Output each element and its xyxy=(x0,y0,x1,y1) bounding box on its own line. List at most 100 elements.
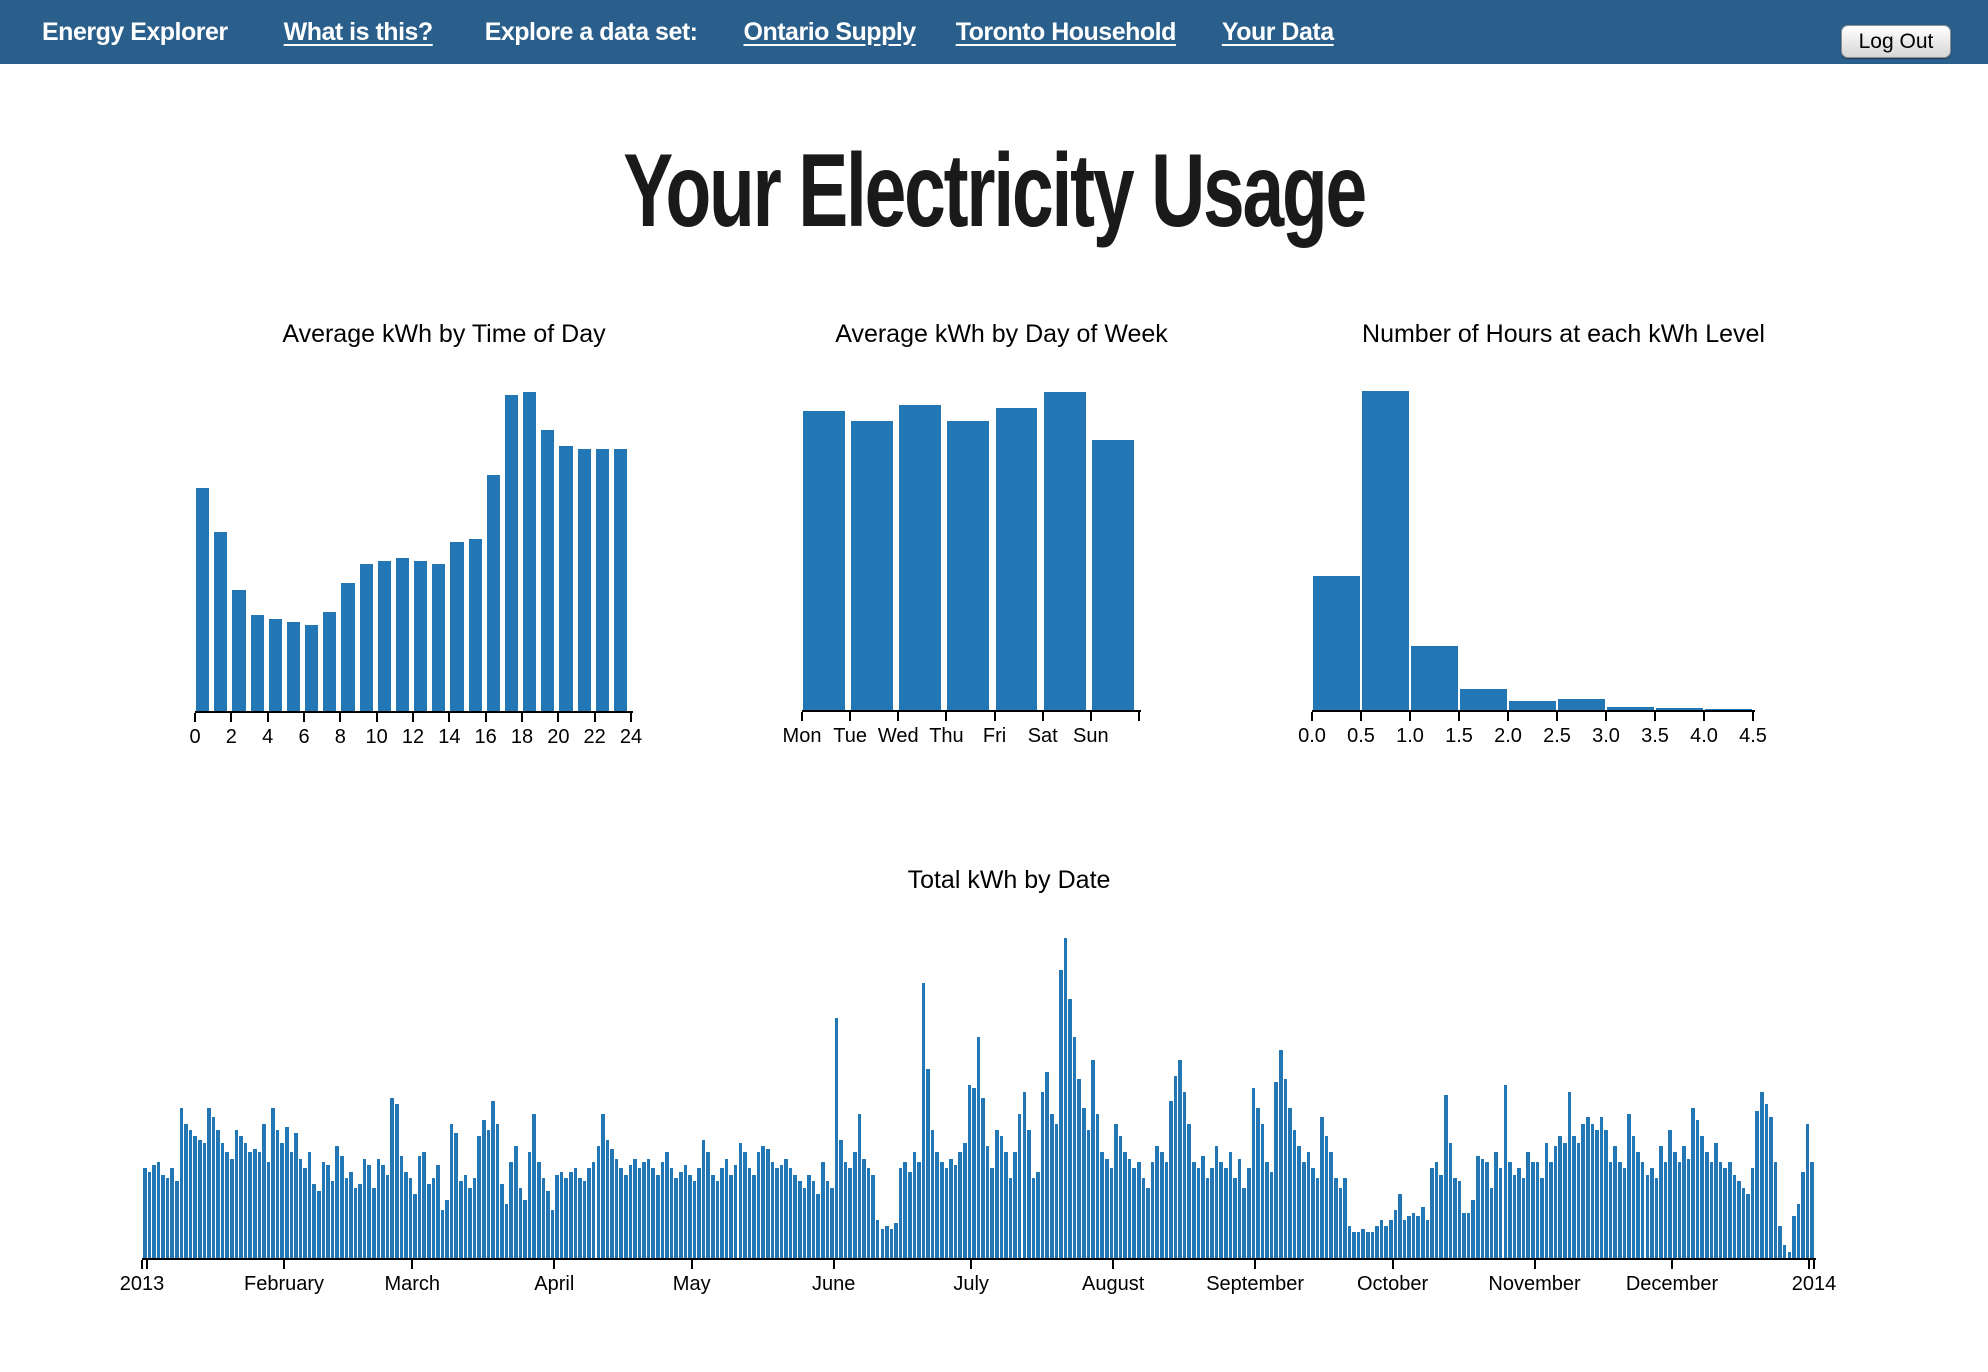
bar xyxy=(995,1130,999,1258)
bar xyxy=(271,1107,275,1258)
bar xyxy=(1347,1226,1352,1258)
bar xyxy=(697,1168,701,1258)
bar xyxy=(1361,1229,1366,1258)
bar xyxy=(559,1171,564,1258)
bar xyxy=(871,1174,875,1258)
bar xyxy=(958,1152,962,1258)
bar xyxy=(211,1117,216,1258)
bar xyxy=(962,1142,967,1258)
bar xyxy=(591,1162,596,1258)
bar xyxy=(1013,1152,1017,1258)
bar xyxy=(1091,1059,1095,1258)
bar xyxy=(1732,1174,1737,1258)
bar xyxy=(1022,1091,1027,1258)
axis-tick xyxy=(993,712,996,721)
bar xyxy=(1682,1146,1686,1258)
bar xyxy=(1205,1178,1210,1258)
bar xyxy=(305,624,319,711)
bar xyxy=(250,615,264,711)
bar xyxy=(518,1187,523,1258)
bar xyxy=(1636,1152,1640,1258)
bar xyxy=(569,1171,573,1258)
bar xyxy=(651,1168,656,1258)
bar xyxy=(1663,1162,1668,1258)
bar xyxy=(1370,1232,1375,1258)
logout-button[interactable]: Log Out xyxy=(1841,25,1951,58)
bar xyxy=(1530,1162,1535,1258)
bar xyxy=(486,474,500,711)
bar xyxy=(1279,1050,1283,1258)
bar xyxy=(999,1136,1004,1258)
bar xyxy=(188,1130,193,1258)
bar xyxy=(935,1152,940,1258)
bar xyxy=(1182,1091,1187,1258)
axis-tick xyxy=(1605,712,1607,721)
bar xyxy=(1196,1168,1201,1258)
axis-tick xyxy=(484,713,487,722)
bar xyxy=(1576,1142,1581,1258)
axis-tick xyxy=(553,1260,556,1269)
bar xyxy=(165,1178,170,1258)
bar xyxy=(175,1181,179,1258)
bar xyxy=(477,1136,481,1258)
axis-tick-label: 24 xyxy=(619,726,643,748)
bar xyxy=(1585,1117,1590,1258)
bar xyxy=(1301,1162,1306,1258)
bar xyxy=(546,1190,550,1258)
bar xyxy=(404,1171,408,1258)
bar xyxy=(1677,1162,1682,1258)
axis-tick xyxy=(1556,712,1558,721)
bar xyxy=(193,1136,197,1258)
bar xyxy=(848,1168,852,1258)
bar xyxy=(1072,1037,1077,1258)
bar xyxy=(1274,1082,1279,1258)
bar xyxy=(1769,1117,1773,1258)
bar xyxy=(1040,1091,1045,1258)
bar xyxy=(285,1126,289,1258)
bar xyxy=(1430,1168,1434,1258)
nav-link-what-is-this[interactable]: What is this? xyxy=(283,17,434,46)
axis-tick-label: December xyxy=(1625,1273,1719,1295)
bar xyxy=(207,1107,211,1258)
bar xyxy=(1691,1107,1695,1258)
axis-tick xyxy=(1752,712,1754,721)
bar xyxy=(339,1155,344,1258)
bar xyxy=(243,1142,248,1258)
bar xyxy=(907,1171,912,1258)
bar xyxy=(321,1162,326,1258)
axis-tick xyxy=(1311,712,1313,721)
bar xyxy=(613,449,628,711)
bar xyxy=(866,1168,871,1258)
bar xyxy=(596,1146,601,1258)
nav-link-ontario-supply[interactable]: Ontario Supply xyxy=(743,17,917,46)
bar xyxy=(330,1181,335,1258)
kwh-histogram-chart xyxy=(1313,391,1754,710)
bar xyxy=(595,449,609,711)
bar xyxy=(1036,1171,1040,1258)
nav-link-your-data[interactable]: Your Data xyxy=(1221,17,1334,46)
bar xyxy=(1407,1216,1411,1258)
bar xyxy=(161,1174,165,1258)
bar xyxy=(1379,1219,1384,1258)
bar xyxy=(711,1174,715,1258)
bar xyxy=(1581,1123,1585,1258)
axis-tick-label: 4 xyxy=(262,726,274,748)
bar xyxy=(225,1152,230,1258)
axis-tick-label: 18 xyxy=(510,726,534,748)
axis-tick xyxy=(897,712,900,721)
axis-tick xyxy=(630,713,632,722)
bar xyxy=(440,1210,445,1258)
bar xyxy=(202,1142,207,1258)
bar xyxy=(1063,938,1068,1258)
bar xyxy=(459,1181,463,1258)
nav-link-toronto-household[interactable]: Toronto Household xyxy=(955,17,1177,46)
bar xyxy=(779,1165,784,1258)
bar xyxy=(1607,706,1654,710)
bar xyxy=(940,1162,944,1258)
bar xyxy=(532,1114,536,1258)
axis-tick xyxy=(1089,712,1092,721)
bar xyxy=(1656,708,1703,710)
bar xyxy=(1595,1130,1599,1258)
axis-tick-label: 4.5 xyxy=(1739,725,1767,747)
bar xyxy=(1434,1162,1439,1258)
